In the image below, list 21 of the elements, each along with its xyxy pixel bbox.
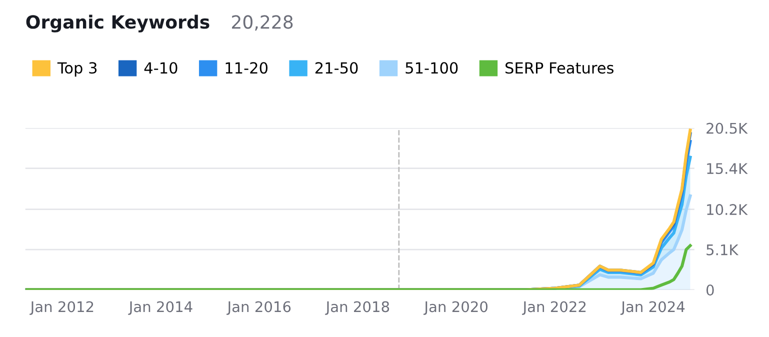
legend-label: 21-50 — [315, 62, 358, 74]
x-tick-label: Jan 2024 — [620, 301, 685, 315]
x-tick-label: Jan 2012 — [30, 301, 94, 315]
y-tick-label: 10.2K — [707, 204, 748, 216]
chart-subtitle: 20,228 — [232, 15, 293, 31]
legend-label: 11-20 — [226, 62, 268, 74]
x-tick-label: Jan 2018 — [325, 301, 390, 315]
legend-label: SERP Features — [506, 62, 614, 74]
y-tick-label: 20.5K — [706, 122, 748, 134]
x-tick-label: Jan 2016 — [226, 301, 291, 315]
x-tick-label: Jan 2020 — [423, 301, 488, 315]
x-tick-label: Jan 2022 — [522, 301, 586, 315]
legend-label: Top 3 — [57, 62, 97, 77]
legend-label: 4-10 — [144, 62, 178, 74]
chart-title: Organic Keywords — [26, 14, 210, 32]
legend-label: 51-100 — [406, 62, 458, 74]
x-tick-label: Jan 2014 — [128, 301, 192, 315]
line-series — [25, 244, 692, 290]
y-tick-label: 0 — [706, 284, 714, 296]
y-tick-label: 15.4K — [707, 163, 748, 174]
y-tick-label: 5.1K — [706, 244, 739, 256]
